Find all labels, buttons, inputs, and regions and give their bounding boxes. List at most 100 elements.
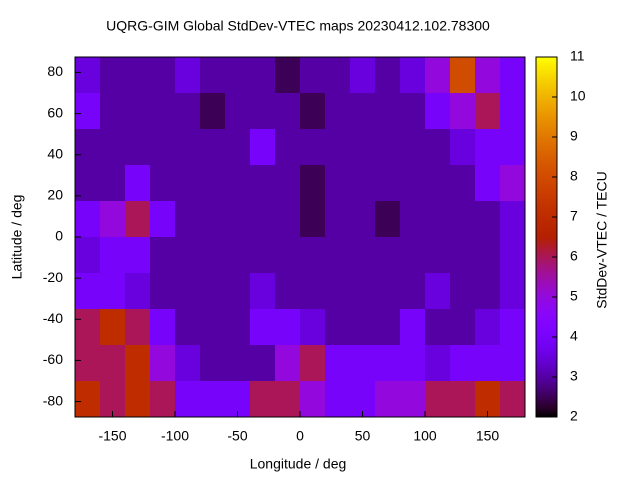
heatmap-cell [100, 57, 126, 94]
colorbar-tick-label: 5 [570, 288, 578, 304]
heatmap-cell [425, 381, 451, 418]
x-tick-label: 50 [355, 428, 371, 444]
heatmap-cell [75, 57, 101, 94]
heatmap-cell [375, 309, 401, 346]
heatmap-cell [225, 237, 251, 274]
heatmap-cell [250, 165, 276, 202]
heatmap-cell [200, 273, 226, 310]
heatmap-cell [300, 381, 326, 418]
heatmap-cell [425, 201, 451, 238]
heatmap-cell [200, 381, 226, 418]
heatmap-cell [500, 381, 526, 418]
y-tick-label: 40 [47, 145, 63, 161]
heatmap-cell [350, 165, 376, 202]
heatmap-cell [200, 165, 226, 202]
heatmap-cell [475, 237, 501, 274]
heatmap-cell [375, 273, 401, 310]
chart-title: UQRG-GIM Global StdDev-VTEC maps 2023041… [106, 18, 490, 34]
heatmap-cell [175, 381, 201, 418]
heatmap-cell [400, 309, 426, 346]
heatmap-cell [150, 381, 176, 418]
heatmap-cell [250, 201, 276, 238]
heatmap-cell [375, 237, 401, 274]
colorbar-tick-label: 2 [570, 408, 578, 424]
heatmap-cell [75, 201, 101, 238]
heatmap-cell [125, 381, 151, 418]
heatmap-cell [200, 237, 226, 274]
heatmap-cell [325, 93, 351, 130]
heatmap-cell [225, 93, 251, 130]
heatmap-cell [125, 129, 151, 166]
heatmap-cell [300, 237, 326, 274]
heatmap-cell [450, 201, 476, 238]
heatmap-cell [325, 309, 351, 346]
heatmap-cell [450, 237, 476, 274]
colorbar-tick-label: 4 [570, 328, 578, 344]
heatmap-cell [300, 57, 326, 94]
colorbar-tick-label: 9 [570, 128, 578, 144]
y-tick-label: 80 [47, 63, 63, 79]
heatmap-cell [150, 129, 176, 166]
heatmap-cell [475, 165, 501, 202]
heatmap-cell [500, 129, 526, 166]
heatmap-cell [400, 381, 426, 418]
heatmap-cell [150, 201, 176, 238]
heatmap-cell [225, 57, 251, 94]
heatmap-cell [475, 93, 501, 130]
heatmap-cell [400, 201, 426, 238]
heatmap-cell [425, 273, 451, 310]
heatmap-cell [300, 165, 326, 202]
heatmap-cell [475, 345, 501, 382]
colorbar-tick-label: 7 [570, 208, 578, 224]
heatmap-cell [325, 165, 351, 202]
heatmap-cell [275, 381, 301, 418]
heatmap-cell [400, 345, 426, 382]
y-tick-label: -80 [43, 392, 63, 408]
heatmap-cell [75, 345, 101, 382]
heatmap-cell [250, 309, 276, 346]
heatmap-cell [350, 129, 376, 166]
heatmap-cell [150, 237, 176, 274]
heatmap-cell [200, 93, 226, 130]
heatmap-cell [275, 273, 301, 310]
heatmap-cell [375, 201, 401, 238]
heatmap-cell [425, 309, 451, 346]
y-tick-label: 20 [47, 187, 63, 203]
colorbar-tick-label: 8 [570, 168, 578, 184]
heatmap-cell [100, 165, 126, 202]
heatmap-cell [475, 273, 501, 310]
x-tick-label: 150 [476, 428, 500, 444]
heatmap-cell [300, 309, 326, 346]
y-tick-label: -20 [43, 269, 63, 285]
heatmap-cell [150, 93, 176, 130]
heatmap-cell [125, 93, 151, 130]
heatmap-cell [100, 309, 126, 346]
heatmap-cell [275, 201, 301, 238]
heatmap-cell [75, 381, 101, 418]
heatmap-cell [125, 57, 151, 94]
heatmap-cell [450, 165, 476, 202]
heatmap-cell [250, 381, 276, 418]
heatmap-cell [500, 165, 526, 202]
heatmap-cell [425, 165, 451, 202]
heatmap-cell [300, 273, 326, 310]
heatmap-cell [500, 273, 526, 310]
heatmap-cell [150, 165, 176, 202]
heatmap-cell [400, 237, 426, 274]
heatmap-cell [400, 273, 426, 310]
heatmap-cell [475, 201, 501, 238]
heatmap-cell [425, 237, 451, 274]
y-tick-label: -60 [43, 351, 63, 367]
heatmap-cell [75, 273, 101, 310]
heatmap-cell [500, 237, 526, 274]
heatmap-cell [350, 273, 376, 310]
heatmap-cell [100, 93, 126, 130]
heatmap-cell [350, 309, 376, 346]
heatmap-cell [125, 309, 151, 346]
heatmap-cell [175, 273, 201, 310]
heatmap-cell [400, 93, 426, 130]
heatmap-cell [250, 57, 276, 94]
heatmap-cell [500, 57, 526, 94]
heatmap-cell [150, 273, 176, 310]
